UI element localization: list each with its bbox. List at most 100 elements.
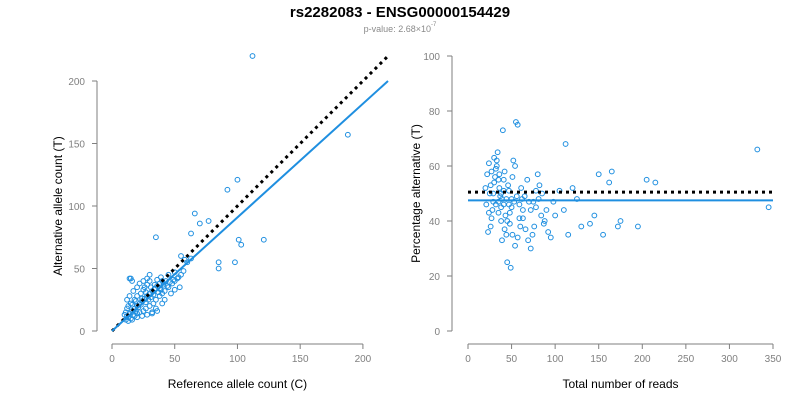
data-point (488, 215, 495, 222)
data-point (547, 234, 554, 241)
data-point (501, 226, 508, 233)
y-tick-label: 0 (434, 327, 440, 338)
data-point (126, 293, 133, 299)
data-point (496, 185, 503, 191)
data-point (512, 163, 518, 169)
data-point (491, 179, 498, 186)
data-point (170, 276, 177, 283)
data-point (488, 168, 495, 175)
data-point (543, 207, 550, 213)
data-point (153, 234, 159, 241)
data-point (175, 274, 182, 281)
data-point (635, 223, 641, 230)
data-point (160, 281, 167, 288)
data-point (574, 196, 580, 202)
data-point (533, 187, 539, 194)
data-point (495, 209, 502, 216)
data-point (129, 316, 135, 323)
data-point (494, 149, 501, 156)
x-tick-label: 0 (109, 354, 115, 365)
x-axis-title: Total number of reads (562, 377, 678, 391)
x-tick-label: 150 (292, 354, 309, 365)
data-point (600, 231, 606, 238)
y-axis-title: Alternative allele count (T) (51, 136, 65, 275)
data-point (606, 179, 613, 186)
data-point (509, 231, 516, 238)
data-point (492, 201, 499, 208)
data-point (517, 223, 524, 230)
data-point (519, 196, 525, 202)
x-tick-label: 300 (721, 354, 738, 365)
data-point (536, 182, 543, 189)
data-point (486, 209, 492, 216)
p-value-exponent: -7 (430, 22, 437, 28)
p-value-text: p-value: 2.68×10 (363, 24, 431, 34)
data-point (492, 174, 498, 180)
data-point (552, 212, 559, 219)
data-point (512, 242, 518, 249)
data-point (215, 259, 222, 266)
data-point (188, 230, 194, 237)
data-point (485, 229, 491, 235)
x-tick-label: 250 (678, 354, 695, 365)
data-point (149, 310, 156, 317)
data-point (565, 231, 572, 238)
y-tick-label: 50 (74, 265, 86, 276)
data-point (132, 298, 139, 304)
x-tick-label: 50 (506, 354, 518, 365)
data-point (344, 131, 351, 138)
data-point (161, 288, 168, 294)
data-point (487, 182, 494, 189)
data-point (527, 245, 534, 252)
data-point (139, 313, 146, 319)
data-point (608, 168, 615, 175)
data-point (578, 223, 585, 230)
data-point (516, 215, 523, 222)
y-tick-label: 80 (429, 107, 441, 118)
x-tick-label: 350 (765, 354, 782, 365)
x-tick-label: 0 (465, 354, 471, 365)
data-point (513, 119, 519, 125)
data-point (205, 218, 212, 224)
data-point (511, 198, 518, 205)
data-point (535, 196, 542, 202)
data-point (215, 265, 222, 272)
data-point (501, 168, 508, 175)
data-point (540, 220, 547, 227)
data-point (643, 176, 650, 183)
data-point (142, 289, 149, 296)
data-point (234, 176, 241, 183)
data-point (249, 53, 256, 59)
data-point (500, 176, 507, 183)
data-point (550, 198, 557, 205)
data-point (509, 174, 516, 180)
data-point (518, 185, 525, 191)
data-point (499, 237, 505, 244)
data-point (130, 288, 137, 294)
data-point (534, 171, 541, 178)
data-point (484, 171, 491, 178)
data-point (171, 286, 178, 293)
data-point (238, 241, 245, 248)
reference-line (110, 54, 390, 333)
data-point (134, 314, 140, 321)
x-tick-label: 100 (547, 354, 564, 365)
data-point (482, 185, 489, 191)
x-tick-label: 100 (229, 354, 246, 365)
x-axis-title: Reference allele count (C) (168, 377, 307, 391)
data-point (508, 204, 515, 211)
data-point (492, 165, 499, 172)
data-point (168, 290, 174, 297)
data-point (506, 209, 513, 216)
data-point (507, 264, 514, 271)
data-point (569, 185, 576, 191)
data-point (587, 220, 593, 227)
x-tick-label: 200 (634, 354, 651, 365)
data-point (500, 201, 507, 208)
data-point (545, 229, 552, 235)
data-point (538, 212, 545, 219)
data-point (530, 198, 537, 205)
y-tick-label: 100 (68, 202, 85, 213)
data-point (514, 234, 521, 241)
